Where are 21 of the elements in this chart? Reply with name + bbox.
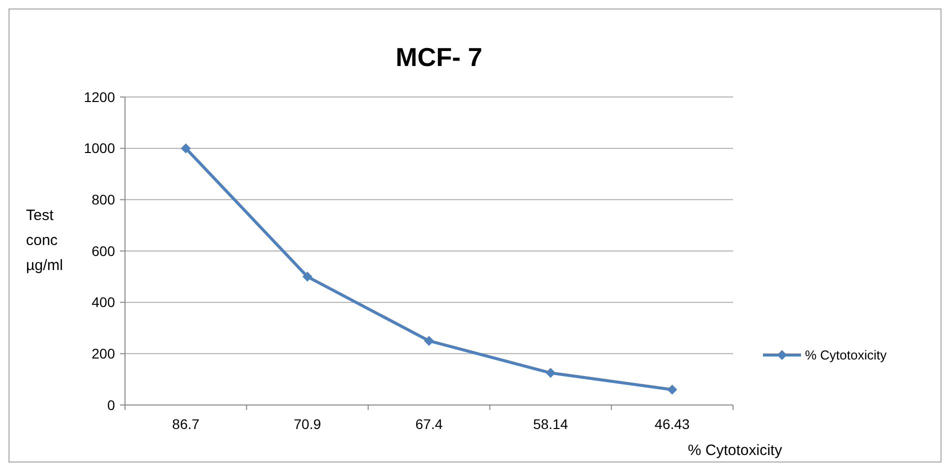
x-tick-label: 86.7 (172, 416, 200, 432)
point (302, 272, 312, 282)
y-tick-label: 600 (92, 242, 116, 259)
point (180, 143, 191, 154)
y-tick-label: 800 (92, 192, 116, 208)
x-tick-label: 70.9 (294, 416, 322, 432)
y-tick-label: 1000 (84, 140, 116, 156)
x-tick-label: 58.14 (533, 416, 568, 432)
chart-title: MCF- 7 (396, 42, 482, 72)
y-tick-label: 0 (107, 396, 116, 413)
y-tick-label: 200 (92, 346, 116, 362)
y-tick-label: 400 (92, 294, 116, 310)
point (424, 336, 434, 346)
y-axis-title: Test conc µg/ml (26, 207, 63, 274)
x-tick-label: 67.4 (415, 416, 443, 432)
point (546, 368, 556, 378)
x-tick-label: 46.43 (654, 416, 690, 432)
legend-label: % Cytotoxicity (805, 348, 888, 363)
x-axis-title: % Cytotoxicity (688, 442, 783, 459)
y-tick-label: 1200 (84, 88, 116, 105)
point (667, 384, 678, 395)
